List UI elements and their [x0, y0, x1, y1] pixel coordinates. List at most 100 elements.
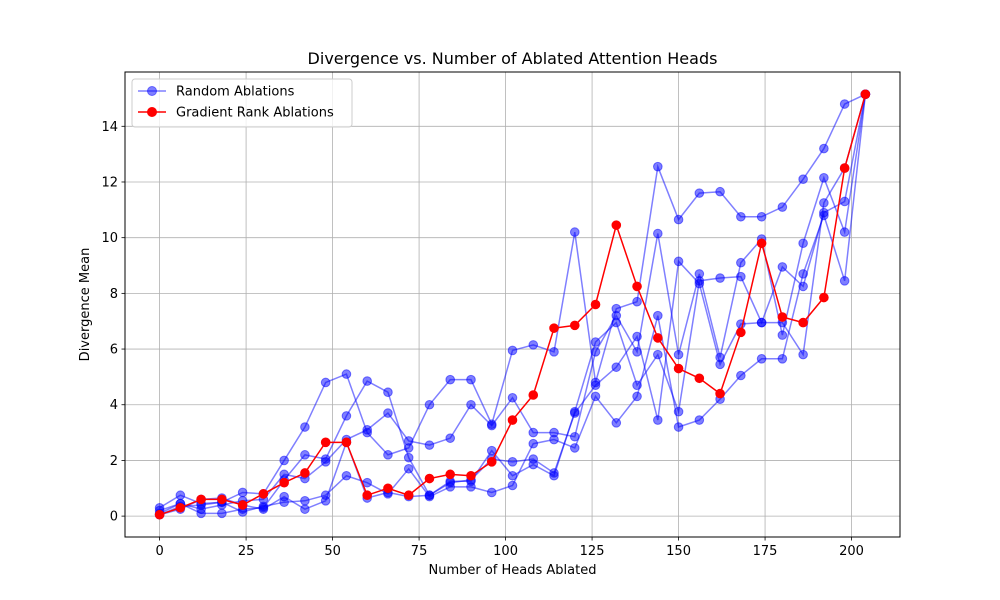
- gradient-rank-point: [196, 494, 206, 505]
- random-ablation-point: [528, 340, 539, 350]
- random-ablation-point: [819, 173, 829, 183]
- random-ablation-point: [320, 377, 331, 388]
- y-tick-label: 14: [101, 120, 118, 135]
- gradient-rank-point: [756, 238, 767, 249]
- gradient-rank-point: [258, 489, 269, 499]
- random-ablation-point: [237, 487, 248, 498]
- random-ablation-point: [362, 376, 372, 386]
- gradient-rank-point: [569, 320, 580, 331]
- random-ablation-point: [736, 257, 746, 268]
- plot-frame: [124, 71, 901, 538]
- random-ablation-point: [756, 317, 767, 328]
- random-ablation-point: [715, 273, 725, 283]
- random-ablation-point: [715, 186, 725, 197]
- random-ablation-point: [798, 174, 808, 185]
- y-axis-label: Divergence Mean: [78, 248, 93, 362]
- random-ablation-point: [611, 362, 622, 372]
- random-ablation-point: [528, 454, 539, 464]
- gradient-rank-point: [424, 473, 435, 484]
- random-ablation-point: [486, 445, 497, 456]
- random-ablation-point: [341, 411, 352, 421]
- random-ablation-point: [756, 211, 767, 222]
- random-ablation-point: [736, 370, 746, 381]
- random-ablation-point: [383, 408, 393, 418]
- x-tick-label: 175: [753, 544, 778, 559]
- random-ablation-point: [424, 490, 435, 501]
- random-ablation-point: [569, 227, 580, 237]
- random-ablation-point: [403, 452, 414, 463]
- random-ablation-point: [694, 415, 705, 425]
- gradient-rank-point: [383, 483, 393, 494]
- gradient-rank-point: [611, 220, 622, 230]
- x-tick-label: 200: [839, 544, 864, 559]
- random-ablation-point: [507, 345, 518, 356]
- gradient-rank-point: [860, 89, 871, 100]
- random-ablation-point: [466, 399, 476, 410]
- x-tick-label: 0: [155, 544, 163, 559]
- gradient-rank-point: [486, 457, 497, 467]
- x-axis-ticks: 0 25 50 75 100 125 150 175 200: [155, 537, 864, 559]
- random-ablation-point: [300, 496, 310, 506]
- legend-random-marker: [147, 86, 157, 96]
- random-ablation-point: [486, 420, 497, 431]
- gradient-rank-point: [715, 388, 725, 399]
- random-ablation-point: [590, 337, 601, 347]
- random-ablation-point: [590, 380, 601, 391]
- random-ablation-point: [673, 422, 684, 432]
- random-ablation-point: [403, 436, 414, 446]
- random-ablation-point: [507, 392, 518, 403]
- random-ablation-point: [653, 228, 663, 239]
- random-ablation-point: [507, 457, 518, 467]
- random-ablation-point: [445, 477, 456, 488]
- random-ablation-point: [736, 271, 746, 282]
- gradient-rank-point: [632, 281, 642, 292]
- random-ablation-point: [694, 188, 705, 198]
- random-ablation-point: [341, 470, 352, 481]
- legend-gradient-label: Gradient Rank Ablations: [176, 106, 334, 121]
- y-tick-label: 2: [110, 454, 118, 469]
- random-ablation-point: [258, 504, 269, 514]
- random-ablation-point: [320, 496, 331, 506]
- random-ablation-point: [320, 454, 331, 464]
- random-ablation-point: [653, 349, 663, 360]
- y-tick-label: 4: [110, 398, 118, 413]
- gradient-rank-point: [320, 437, 331, 448]
- random-ablation-point: [196, 508, 206, 519]
- random-ablation-point: [819, 198, 829, 208]
- x-tick-label: 125: [580, 544, 605, 559]
- chart-title: Divergence vs. Number of Ablated Attenti…: [308, 49, 718, 68]
- random-ablation-point: [300, 450, 310, 460]
- gradient-rank-point: [798, 317, 808, 328]
- random-ablation-point: [673, 256, 684, 267]
- gradient-rank-point: [653, 333, 663, 343]
- legend: Random Ablations Gradient Rank Ablations: [131, 78, 353, 128]
- legend-random-label: Random Ablations: [176, 85, 295, 100]
- random-ablation-point: [673, 214, 684, 225]
- random-ablation-point: [839, 196, 850, 207]
- random-ablation-point: [632, 391, 642, 402]
- random-ablation-point: [217, 508, 227, 519]
- random-ablation-point: [590, 391, 601, 402]
- random-ablation-point: [279, 455, 289, 466]
- gradient-rank-point: [819, 292, 829, 303]
- x-tick-label: 25: [238, 544, 255, 559]
- x-axis-label: Number of Heads Ablated: [429, 563, 597, 578]
- random-ablation-point: [383, 387, 393, 398]
- random-ablation-point: [445, 433, 456, 443]
- legend-gradient-marker: [147, 107, 157, 117]
- random-ablation-point: [673, 349, 684, 360]
- random-ablation-point: [611, 317, 622, 328]
- gradient-rank-point: [466, 470, 476, 481]
- gradient-rank-point: [237, 500, 248, 510]
- gradient-rank-point: [777, 312, 788, 322]
- random-ablation-point: [777, 353, 788, 364]
- random-ablation-point: [798, 349, 808, 360]
- random-ablation-point: [341, 369, 352, 379]
- y-axis-ticks: 0 2 4 6 8 10 12 14: [101, 120, 125, 525]
- x-tick-label: 100: [493, 544, 518, 559]
- gradient-rank-point: [736, 327, 746, 338]
- gradient-rank-point: [590, 299, 601, 310]
- gradient-rank-point: [673, 363, 684, 374]
- x-tick-label: 50: [324, 544, 341, 559]
